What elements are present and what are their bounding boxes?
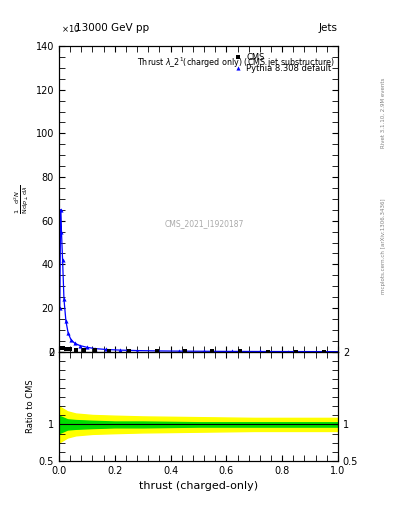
Pythia 8.308 default bbox=[69, 336, 73, 343]
CMS bbox=[266, 349, 271, 355]
Pythia 8.308 default bbox=[84, 344, 89, 350]
Pythia 8.308 default bbox=[64, 318, 68, 324]
CMS bbox=[64, 346, 68, 352]
CMS bbox=[73, 347, 78, 353]
Pythia 8.308 default bbox=[72, 340, 77, 347]
CMS bbox=[58, 345, 63, 351]
CMS bbox=[82, 347, 86, 353]
Pythia 8.308 default bbox=[57, 305, 62, 311]
Pythia 8.308 default bbox=[77, 343, 82, 349]
CMS bbox=[68, 347, 72, 353]
Text: Rivet 3.1.10, 2.9M events: Rivet 3.1.10, 2.9M events bbox=[381, 77, 386, 148]
CMS bbox=[238, 349, 243, 355]
Line: CMS: CMS bbox=[58, 346, 326, 354]
CMS bbox=[107, 348, 112, 354]
Y-axis label: Ratio to CMS: Ratio to CMS bbox=[26, 379, 35, 433]
Pythia 8.308 default bbox=[313, 349, 318, 355]
CMS bbox=[154, 348, 159, 354]
Pythia 8.308 default bbox=[202, 348, 206, 354]
Text: 13000 GeV pp: 13000 GeV pp bbox=[75, 23, 149, 33]
Pythia 8.308 default bbox=[285, 349, 290, 355]
Pythia 8.308 default bbox=[257, 349, 262, 355]
Line: Pythia 8.308 default: Pythia 8.308 default bbox=[58, 208, 340, 354]
CMS bbox=[61, 345, 66, 351]
Pythia 8.308 default bbox=[176, 348, 181, 354]
Pythia 8.308 default bbox=[230, 348, 234, 354]
Legend: CMS, Pythia 8.308 default: CMS, Pythia 8.308 default bbox=[230, 50, 334, 76]
Text: Thrust $\lambda\_2^1$(charged only) (CMS jet substructure): Thrust $\lambda\_2^1$(charged only) (CMS… bbox=[137, 55, 335, 70]
Pythia 8.308 default bbox=[154, 348, 159, 354]
Pythia 8.308 default bbox=[135, 348, 140, 354]
Pythia 8.308 default bbox=[58, 207, 63, 213]
Pythia 8.308 default bbox=[62, 296, 66, 303]
Text: Jets: Jets bbox=[319, 23, 338, 33]
Text: mcplots.cern.ch [arXiv:1306.3436]: mcplots.cern.ch [arXiv:1306.3436] bbox=[381, 198, 386, 293]
CMS bbox=[294, 349, 299, 355]
Y-axis label: $\frac{1}{\mathrm{N}}\frac{\mathrm{d}^2 N}{\mathrm{d}p_\perp\,\mathrm{d}\lambda}: $\frac{1}{\mathrm{N}}\frac{\mathrm{d}^2 … bbox=[13, 184, 31, 214]
Text: CMS_2021_I1920187: CMS_2021_I1920187 bbox=[164, 219, 244, 228]
CMS bbox=[127, 348, 131, 354]
Pythia 8.308 default bbox=[104, 347, 109, 353]
Pythia 8.308 default bbox=[118, 347, 123, 353]
Pythia 8.308 default bbox=[60, 257, 65, 263]
Pythia 8.308 default bbox=[93, 346, 97, 352]
CMS bbox=[322, 349, 327, 355]
CMS bbox=[210, 348, 215, 354]
Text: $\times$10: $\times$10 bbox=[61, 23, 80, 34]
X-axis label: thrust (charged-only): thrust (charged-only) bbox=[139, 481, 258, 491]
Pythia 8.308 default bbox=[336, 349, 340, 355]
CMS bbox=[182, 348, 187, 354]
Pythia 8.308 default bbox=[59, 228, 64, 234]
Pythia 8.308 default bbox=[66, 330, 70, 336]
CMS bbox=[93, 347, 97, 353]
